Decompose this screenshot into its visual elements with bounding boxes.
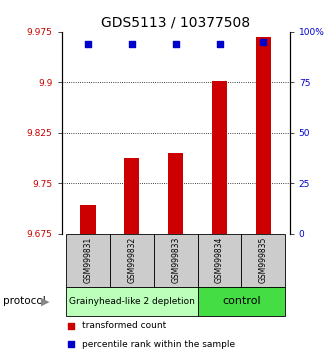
- Bar: [197, 234, 241, 287]
- Bar: [168, 153, 183, 234]
- Text: GSM999831: GSM999831: [84, 237, 93, 283]
- Point: [256, 274, 261, 280]
- Text: ▶: ▶: [41, 296, 49, 306]
- Text: protocol: protocol: [3, 296, 46, 306]
- Bar: [154, 234, 197, 287]
- Bar: [66, 287, 197, 316]
- Point: [129, 41, 135, 47]
- Bar: [197, 287, 285, 316]
- Point: [85, 41, 91, 47]
- Point: [256, 104, 261, 110]
- Bar: [110, 234, 154, 287]
- Bar: [256, 36, 271, 234]
- Bar: [241, 234, 285, 287]
- Text: GSM999832: GSM999832: [127, 237, 136, 283]
- Text: GSM999835: GSM999835: [259, 237, 268, 284]
- Text: Grainyhead-like 2 depletion: Grainyhead-like 2 depletion: [69, 297, 195, 306]
- Point: [217, 41, 222, 47]
- Bar: [124, 158, 140, 234]
- Text: GSM999834: GSM999834: [215, 237, 224, 284]
- Point: [173, 41, 178, 47]
- Bar: [212, 81, 227, 234]
- Bar: [80, 205, 96, 234]
- Text: transformed count: transformed count: [82, 321, 166, 330]
- Text: percentile rank within the sample: percentile rank within the sample: [82, 340, 235, 349]
- Bar: [66, 234, 110, 287]
- Point: [261, 39, 266, 45]
- Text: control: control: [222, 296, 261, 306]
- Text: GSM999833: GSM999833: [171, 237, 180, 284]
- Title: GDS5113 / 10377508: GDS5113 / 10377508: [101, 15, 250, 29]
